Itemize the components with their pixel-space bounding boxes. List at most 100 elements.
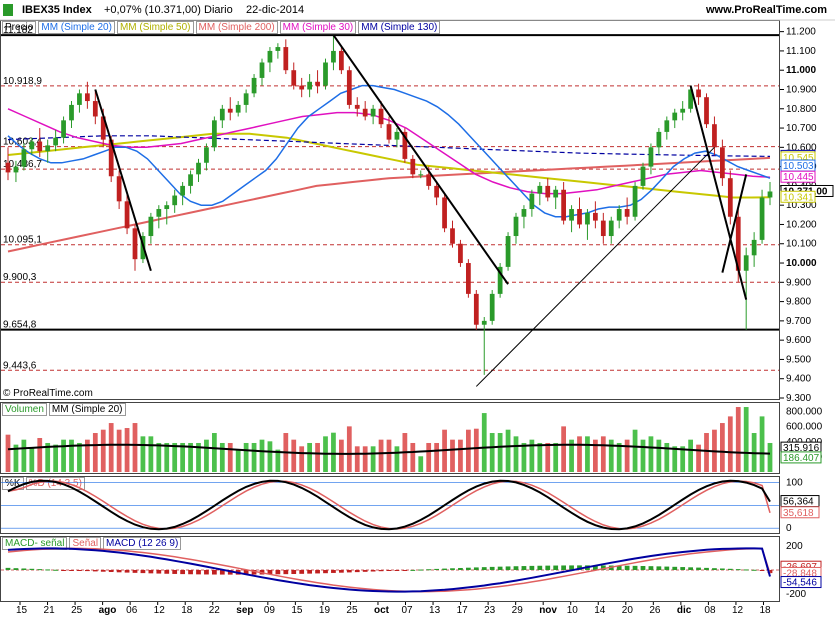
candle-body-52: [418, 174, 424, 176]
macd-hist-bar-4: [37, 569, 43, 571]
macd-hist-bar-74: [592, 565, 598, 570]
macd-tag-box-2: [780, 576, 822, 589]
price-tick-3: 10.900: [786, 84, 817, 95]
macd-hist-bar-39: [315, 570, 320, 574]
chart-type-icon[interactable]: [3, 4, 13, 16]
macd-hist-bar-86: [688, 567, 694, 570]
macd-hist-bar-87: [696, 567, 701, 570]
volume-tag-box-1: [780, 451, 822, 464]
macd-hist-bar-0: [5, 567, 11, 570]
macd-hist-bar-94: [751, 569, 757, 571]
macd-hist-bar-16: [132, 570, 138, 573]
volume-bar-75: [600, 436, 606, 472]
candle-body-29: [235, 104, 241, 113]
candle-body-77: [616, 209, 622, 221]
x-label-2: 25: [71, 605, 83, 616]
candle-body-94: [751, 239, 757, 256]
price-tick-13: 9.900: [786, 277, 811, 288]
macd-hist-bar-53: [426, 569, 432, 571]
candle-body-72: [577, 209, 582, 225]
volume-bar-13: [108, 423, 114, 472]
legend-price[interactable]: Precio: [2, 21, 37, 34]
candle-body-91: [727, 178, 733, 217]
volume-bar-36: [291, 439, 297, 472]
price-legend: Precio MM (Simple 20) MM (Simple 50) MM (Si…: [2, 21, 442, 34]
legend-volume-sma[interactable]: MM (Simple 20): [48, 403, 126, 416]
x-label-9: 09: [264, 605, 276, 616]
site-url[interactable]: www.ProRealTime.com: [705, 4, 827, 16]
volume-bar-3: [29, 447, 35, 472]
legend-sma50[interactable]: MM (Simple 50): [116, 21, 194, 34]
macd-hist-bar-52: [418, 569, 424, 571]
macd-hist-bar-58: [465, 567, 471, 570]
candle-body-75: [600, 220, 606, 237]
candle-body-26: [211, 120, 217, 148]
legend-sma20[interactable]: MM (Simple 20): [38, 21, 115, 34]
volume-tag-0: 315.916: [783, 443, 820, 454]
candle-body-23: [188, 174, 193, 186]
level-label-5: 9.900,3: [3, 272, 37, 283]
volume-bar-12: [100, 429, 106, 472]
volume-legend: Volumen MM (Simple 20): [2, 403, 128, 416]
volume-bar-49: [394, 446, 400, 472]
volume-bar-8: [69, 439, 74, 472]
volume-tick-0: 800.000: [786, 407, 823, 418]
candle-body-89: [712, 124, 717, 148]
volume-bar-4: [37, 438, 43, 472]
candle-body-55: [442, 197, 447, 229]
macd-hist-bar-37: [299, 570, 305, 574]
candle-body-13: [108, 139, 114, 177]
macd-hist-bar-83: [664, 566, 670, 570]
macd-hist-bar-91: [727, 568, 733, 570]
volume-bar-77: [616, 442, 622, 472]
price-tag-5: 10.341: [783, 192, 814, 203]
volume-bar-5: [45, 442, 51, 472]
legend-sma200[interactable]: MM (Simple 200): [195, 21, 278, 34]
legend-macd-signal-hist[interactable]: MACD- señal: [2, 537, 68, 550]
legend-volume[interactable]: Volumen: [2, 403, 47, 416]
macd-hist-bar-26: [211, 570, 217, 575]
candle-body-28: [227, 108, 233, 113]
macd-hist-bar-95: [759, 570, 765, 571]
legend-sma30[interactable]: MM (Simple 30): [279, 21, 357, 34]
volume-bar-69: [553, 442, 559, 472]
candle-body-57: [458, 243, 463, 264]
macd-hist-bar-5: [45, 569, 51, 571]
candle-body-16: [132, 228, 138, 260]
candle-body-22: [180, 185, 186, 196]
macd-hist-bar-27: [219, 570, 225, 575]
candle-body-30: [243, 93, 249, 105]
price-tick-5: 10.700: [786, 123, 817, 134]
legend-sma130[interactable]: MM (Simple 130): [358, 21, 441, 34]
x-label-5: 12: [154, 605, 166, 616]
candle-body-51: [410, 158, 416, 175]
volume-bar-18: [148, 436, 154, 472]
candle-body-54: [434, 185, 440, 198]
volume-bar-81: [648, 436, 654, 472]
sma130-line: [7, 135, 771, 157]
legend-macd[interactable]: MACD (12 26 9): [103, 537, 182, 550]
volume-bar-44: [354, 446, 360, 472]
volume-bar-29: [235, 449, 241, 472]
candle-body-87: [696, 89, 701, 98]
volume-bar-59: [473, 428, 479, 472]
x-label-17: 23: [484, 605, 496, 616]
volume-bar-86: [688, 439, 694, 472]
x-label-1: 21: [44, 605, 56, 616]
instrument-name: IBEX35 Index: [22, 4, 92, 16]
legend-signal[interactable]: Señal: [69, 537, 102, 550]
volume-bar-87: [696, 444, 701, 472]
volume-bar-31: [251, 442, 257, 472]
chart-date: 22-dic-2014: [246, 4, 305, 16]
macd-hist-bar-65: [521, 566, 527, 570]
x-label-18: 29: [512, 605, 524, 616]
candle-body-82: [656, 131, 662, 148]
macd-hist-bar-63: [505, 566, 511, 570]
macd-hist-bar-9: [77, 570, 82, 571]
macd-hist-bar-88: [704, 567, 709, 570]
macd-hist-bar-24: [196, 570, 201, 575]
volume-tag-1: 186.407: [783, 453, 820, 464]
macd-hist-bar-89: [712, 568, 717, 570]
candle-body-36: [291, 70, 297, 86]
